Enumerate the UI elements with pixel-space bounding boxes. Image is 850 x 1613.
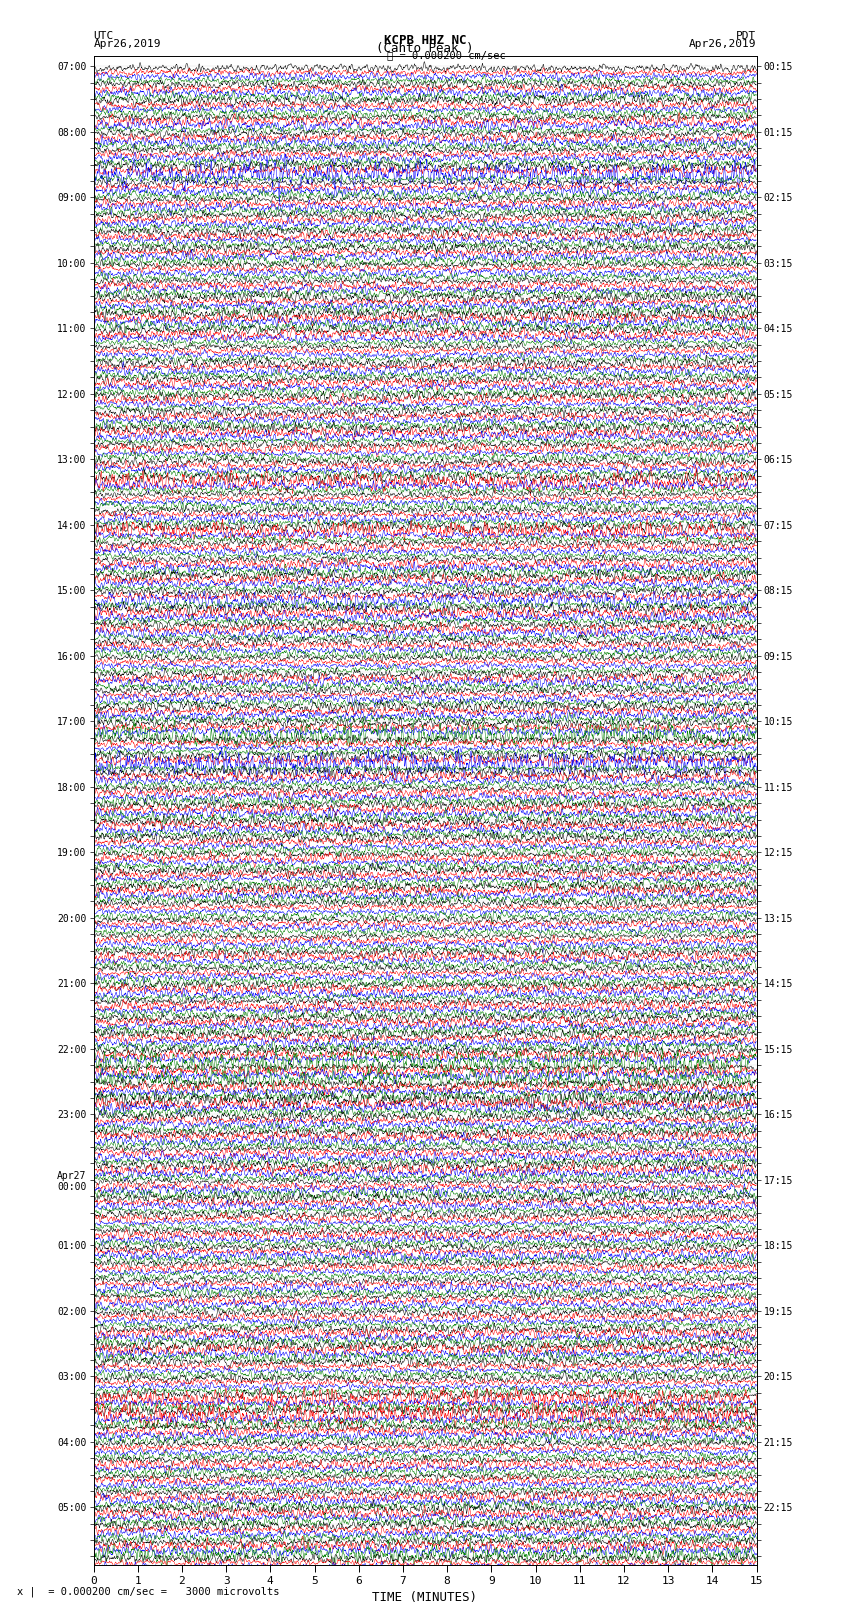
Text: (Cahto Peak ): (Cahto Peak ) [377, 42, 473, 55]
Text: x |  = 0.000200 cm/sec =   3000 microvolts: x | = 0.000200 cm/sec = 3000 microvolts [17, 1586, 280, 1597]
Text: KCPB HHZ NC: KCPB HHZ NC [383, 34, 467, 47]
Text: PDT: PDT [736, 31, 756, 40]
Text: UTC: UTC [94, 31, 114, 40]
X-axis label: TIME (MINUTES): TIME (MINUTES) [372, 1590, 478, 1603]
Text: Apr26,2019: Apr26,2019 [94, 39, 161, 48]
Text: Apr26,2019: Apr26,2019 [689, 39, 756, 48]
Text: ⏐ = 0.000200 cm/sec: ⏐ = 0.000200 cm/sec [387, 50, 506, 60]
